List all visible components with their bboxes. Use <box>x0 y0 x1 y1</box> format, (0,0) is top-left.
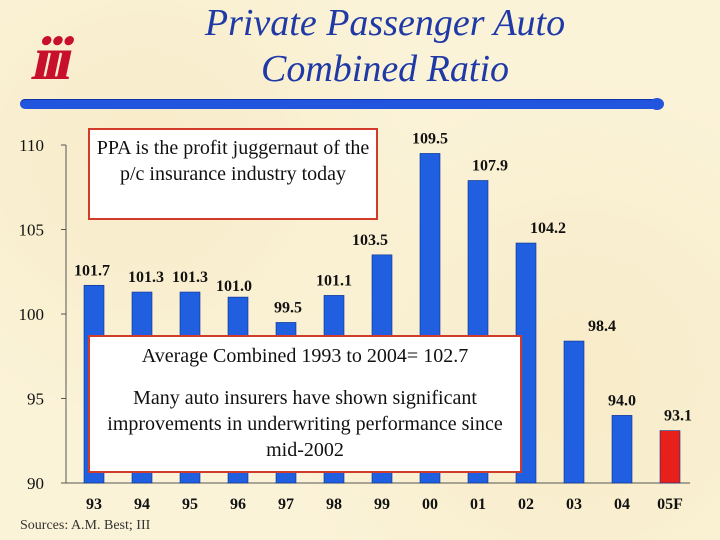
x-tick-label-97: 97 <box>278 496 294 513</box>
chart-x-tick-labels: 93 94 95 96 97 98 99 00 01 02 03 04 05F <box>86 496 683 513</box>
bar-04 <box>611 415 633 484</box>
x-tick-label-94: 94 <box>134 496 150 513</box>
y-tick-label: 110 <box>19 136 44 155</box>
title-line-2: Combined Ratio <box>260 48 510 90</box>
value-label-04: 94.0 <box>608 392 636 409</box>
value-label-01: 107.9 <box>472 157 508 174</box>
x-tick-label-93: 93 <box>86 496 102 513</box>
y-tick-label: 95 <box>27 390 44 409</box>
callout-average-combined: Average Combined 1993 to 2004= 102.7 Man… <box>88 335 522 473</box>
value-label-98: 101.1 <box>316 272 352 289</box>
x-tick-label-05F: 05F <box>657 496 683 513</box>
value-label-93: 101.7 <box>74 262 110 279</box>
value-label-05F: 93.1 <box>664 408 692 425</box>
callout-improvement-line: Many auto insurers have shown significan… <box>107 387 503 461</box>
title-line-1: Private Passenger Auto <box>204 2 566 44</box>
bar-05F <box>659 430 681 484</box>
value-label-00: 109.5 <box>412 130 448 147</box>
value-label-97: 99.5 <box>274 299 302 316</box>
bar-03 <box>563 340 585 484</box>
x-tick-label-00: 00 <box>422 496 438 513</box>
page-title: Private Passenger Auto Combined Ratio <box>150 0 620 92</box>
x-tick-label-99: 99 <box>374 496 390 513</box>
y-tick-label: 90 <box>27 474 44 493</box>
callout-profit-juggernaut: PPA is the profit juggernaut of the p/c … <box>88 128 378 220</box>
x-tick-label-02: 02 <box>518 496 534 513</box>
source-note: Sources: A.M. Best; III <box>20 518 151 533</box>
x-tick-label-95: 95 <box>182 496 198 513</box>
value-label-95: 101.3 <box>172 269 208 286</box>
y-tick-label: 105 <box>19 221 45 240</box>
y-tick-label: 100 <box>19 305 45 324</box>
callout-average-line: Average Combined 1993 to 2004= 102.7 <box>141 345 469 367</box>
x-tick-label-03: 03 <box>566 496 582 513</box>
x-tick-label-96: 96 <box>230 496 246 513</box>
value-label-94: 101.3 <box>128 269 164 286</box>
value-label-99: 103.5 <box>352 232 388 249</box>
title-divider <box>20 98 664 110</box>
value-label-02: 104.2 <box>530 220 566 237</box>
chart-value-labels: 101.7 101.3 101.3 101.0 99.5 101.1 103.5 109.5 1… <box>74 130 692 424</box>
value-label-03: 98.4 <box>588 318 616 335</box>
value-label-96: 101.0 <box>216 278 252 295</box>
x-tick-label-01: 01 <box>470 496 486 513</box>
x-tick-label-98: 98 <box>326 496 342 513</box>
x-tick-label-04: 04 <box>614 496 630 513</box>
